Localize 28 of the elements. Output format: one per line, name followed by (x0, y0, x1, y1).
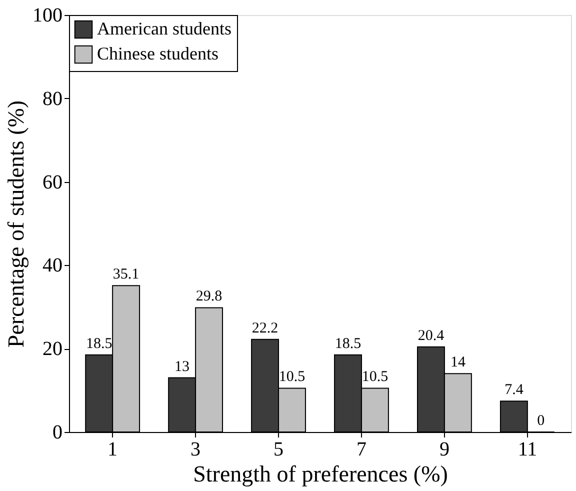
data-label: 18.5 (86, 336, 112, 352)
data-label: 14 (450, 354, 466, 371)
x-tick-label: 1 (108, 438, 118, 460)
y-tick-label: 40 (42, 254, 62, 277)
data-label: 0 (537, 413, 545, 429)
y-tick-label: 0 (52, 422, 62, 444)
x-tick-label: 3 (190, 438, 201, 460)
legend-label: Chinese students (97, 44, 218, 64)
x-tick-label: 5 (274, 438, 284, 460)
data-label: 7.4 (504, 382, 524, 398)
y-tick-label: 60 (42, 171, 62, 194)
data-label: 13 (174, 358, 190, 375)
data-label: 10.5 (362, 369, 388, 386)
x-tick-label: 11 (518, 438, 538, 460)
legend-label: American students (97, 18, 232, 38)
data-label: 20.4 (418, 328, 445, 344)
data-label: 29.8 (196, 288, 222, 305)
x-axis-title: Strength of preferences (%) (193, 462, 448, 486)
data-label: 22.2 (252, 320, 278, 336)
y-tick-label: 20 (42, 338, 62, 360)
data-label: 18.5 (334, 336, 362, 352)
x-tick-label: 9 (439, 438, 450, 460)
y-tick-label: 100 (32, 4, 62, 26)
y-axis-title: Percentage of students (%) (4, 100, 28, 348)
y-tick-label: 80 (42, 88, 62, 110)
data-label: 35.1 (112, 266, 140, 283)
data-label: 10.5 (278, 369, 306, 386)
x-tick-label: 7 (356, 438, 366, 460)
